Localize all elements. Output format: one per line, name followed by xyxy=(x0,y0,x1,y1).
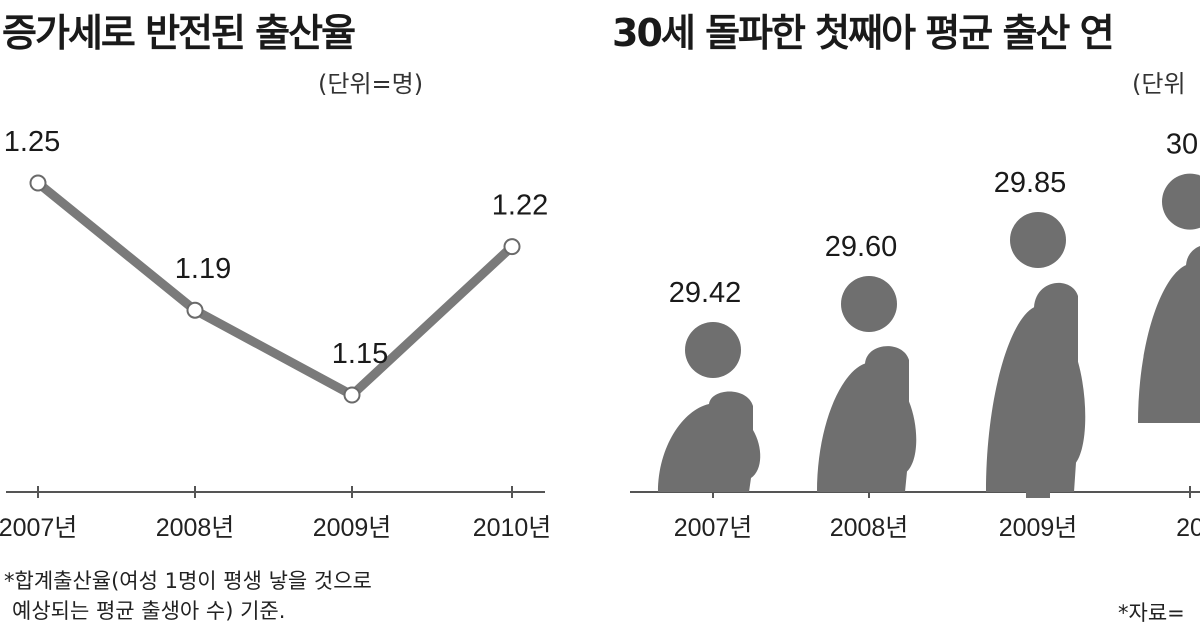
footnote-line-1: *합계출산율(여성 1명이 평생 낳을 것으로 xyxy=(4,569,372,593)
left-chart-footnote: *합계출산율(여성 1명이 평생 낳을 것으로 예상되는 평균 출생아 수) 기… xyxy=(4,566,372,626)
left-chart-unit: (단위=명) xyxy=(318,70,424,98)
figure-body xyxy=(817,346,917,492)
x-tick-label: 2010년 xyxy=(473,514,552,542)
data-label: 1.25 xyxy=(4,126,60,158)
figure-head xyxy=(1010,212,1066,268)
figure-body xyxy=(986,282,1086,492)
figure-head xyxy=(1162,173,1200,230)
data-label: 1.19 xyxy=(175,253,231,285)
figure-bar xyxy=(986,212,1086,498)
figure-bar xyxy=(817,275,917,492)
data-point xyxy=(503,238,521,256)
data-label: 29.42 xyxy=(669,277,742,309)
figure-head xyxy=(841,275,897,332)
right-chart-title: 30세 돌파한 첫째아 평균 출산 연 xyxy=(612,11,1115,55)
data-point xyxy=(29,174,47,192)
data-label: 29.60 xyxy=(825,231,898,263)
x-tick-label: 2007년 xyxy=(0,514,77,542)
line-series xyxy=(35,179,516,400)
x-tick-label: 2008년 xyxy=(156,514,235,542)
data-label: 1.22 xyxy=(492,190,548,222)
data-label: 29.85 xyxy=(994,167,1067,199)
figure-body xyxy=(658,391,761,492)
x-tick-label: 2007년 xyxy=(674,514,753,542)
data-point xyxy=(186,301,204,319)
right-chart-source: *자료= xyxy=(1118,601,1185,625)
left-chart-title: 증가세로 반전된 출산율 xyxy=(2,11,356,55)
footnote-line-2: 예상되는 평균 출생아 수) 기준. xyxy=(12,599,286,623)
figure-body xyxy=(1138,246,1200,423)
x-tick-label: 20 xyxy=(1176,514,1200,542)
figure-leg xyxy=(1026,490,1050,498)
right-chart-unit: (단위 xyxy=(1132,70,1186,98)
x-tick-label: 2009년 xyxy=(999,514,1078,542)
figure-head xyxy=(685,322,741,378)
data-label: 1.15 xyxy=(332,338,388,370)
x-tick-label: 2009년 xyxy=(313,514,392,542)
x-tick-label: 2008년 xyxy=(830,514,909,542)
figure-bar xyxy=(658,322,761,492)
data-point xyxy=(343,386,361,404)
figure-bar xyxy=(1138,173,1200,423)
data-label: 30 xyxy=(1166,129,1198,161)
